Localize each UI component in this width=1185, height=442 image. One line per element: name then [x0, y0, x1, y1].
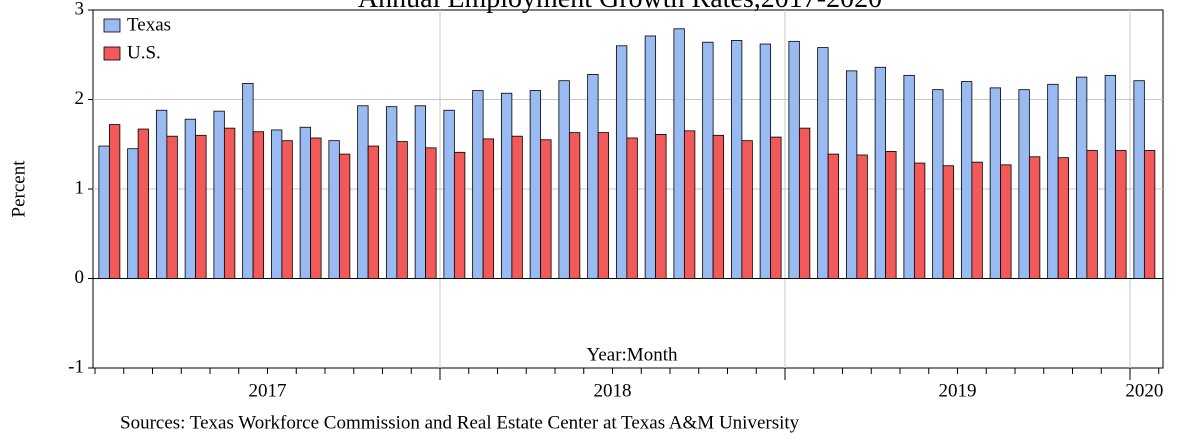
bar: [270, 129, 283, 279]
bar: [357, 105, 369, 279]
bar: [989, 87, 1002, 279]
y-tick-label: 1: [75, 177, 85, 198]
bar: [155, 109, 168, 279]
legend-label: U.S.: [127, 42, 161, 63]
bar: [184, 118, 197, 279]
bar: [540, 139, 552, 279]
bar: [482, 138, 495, 279]
x-axis-label: Year:Month: [587, 344, 678, 365]
bar: [137, 128, 150, 279]
bar: [558, 80, 570, 279]
bar: [500, 92, 513, 279]
bar: [213, 110, 225, 279]
bar: [798, 127, 811, 279]
bar: [788, 40, 800, 279]
legend-swatch: [103, 46, 121, 61]
y-axis-label: Percent: [8, 160, 29, 218]
bar: [472, 90, 484, 279]
bar: [673, 28, 685, 279]
bar: [223, 127, 236, 279]
x-tick-label: 2017: [249, 380, 287, 401]
bar: [702, 41, 714, 279]
y-tick-label: 3: [75, 0, 85, 19]
bar: [1086, 150, 1098, 279]
bar: [1028, 156, 1041, 279]
bar: [98, 145, 110, 279]
bar: [1047, 83, 1059, 279]
source: Sources: Texas Workforce Commission and …: [120, 412, 800, 433]
bar: [615, 45, 628, 279]
bar: [644, 35, 657, 279]
bar: [1115, 150, 1127, 279]
bar: [885, 151, 897, 279]
bar: [913, 162, 926, 279]
y-tick-label: -1: [68, 356, 84, 377]
bar: [1018, 89, 1030, 279]
bar: [242, 82, 254, 279]
bar: [127, 148, 139, 279]
bar: [1143, 150, 1156, 279]
bar: [195, 134, 207, 279]
bar: [1000, 164, 1012, 279]
bar: [683, 130, 696, 279]
bar: [730, 40, 743, 279]
bar: [338, 153, 351, 279]
bar: [770, 136, 782, 279]
bar: [741, 140, 753, 279]
bar: [568, 132, 581, 279]
bar: [529, 90, 542, 279]
bar: [328, 140, 340, 279]
bar: [367, 145, 380, 279]
bar: [932, 89, 944, 279]
bar: [817, 47, 829, 279]
bar: [511, 135, 523, 279]
bar: [903, 74, 915, 279]
bar: [1075, 76, 1088, 279]
bar: [252, 131, 265, 279]
bar: [385, 106, 398, 279]
x-tick-label: 2020: [1125, 380, 1163, 401]
bar: [108, 124, 121, 279]
bar: [1133, 80, 1145, 279]
bar: [587, 74, 599, 279]
bar: [960, 81, 973, 279]
bar: [1057, 157, 1070, 279]
bar: [443, 109, 455, 279]
legend-label: Texas: [127, 14, 171, 35]
bar: [827, 153, 840, 279]
bar: [845, 70, 858, 279]
bar: [396, 141, 408, 279]
y-tick-label: 0: [75, 267, 85, 288]
y-tick-label: 2: [75, 88, 85, 109]
x-tick-label: 2018: [594, 380, 632, 401]
legend-swatch: [103, 18, 121, 33]
bar: [971, 161, 983, 279]
bar: [166, 135, 178, 279]
bar: [425, 147, 437, 279]
bar: [712, 134, 725, 279]
bar: [856, 154, 868, 279]
x-tick-label: 2019: [939, 380, 977, 401]
bar: [626, 137, 638, 279]
bar: [655, 134, 667, 279]
bar: [1104, 74, 1117, 279]
bar: [299, 126, 312, 279]
chart-title: Annual Employment Growth Rates,2017-2020: [358, 0, 882, 14]
bar: [453, 151, 466, 279]
bar: [597, 132, 610, 279]
bar: [281, 140, 293, 279]
bar: [414, 105, 427, 279]
bar: [942, 165, 955, 279]
bar: [874, 66, 887, 279]
bar: [759, 43, 772, 279]
bar: [310, 137, 322, 279]
